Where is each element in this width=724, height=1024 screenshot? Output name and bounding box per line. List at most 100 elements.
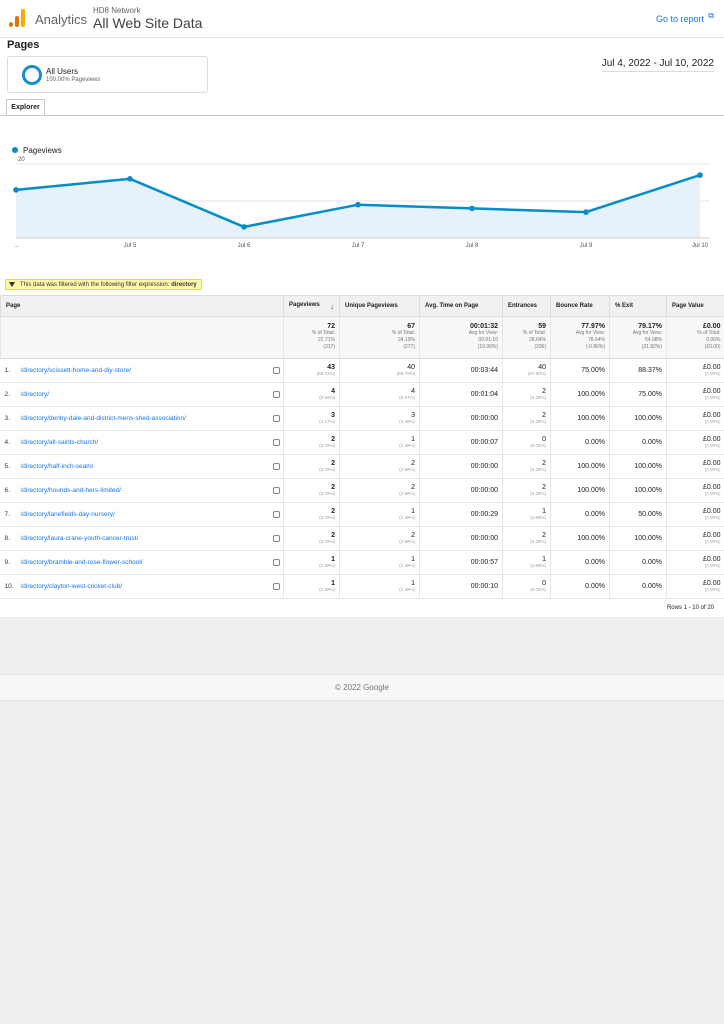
cell-value: £0.00: [702, 460, 721, 467]
open-page-icon[interactable]: [273, 559, 280, 566]
x-tick-label: Jul 8: [466, 243, 479, 249]
col-header-page[interactable]: Page: [0, 295, 284, 317]
cell-avg: 00:00:07: [419, 430, 503, 455]
cell-pv: 1 (1.39%): [283, 574, 340, 599]
open-page-icon[interactable]: [273, 439, 280, 446]
page-cell: 3. /directory/denby-dale-and-district-men…: [0, 406, 284, 431]
col-header-entrances[interactable]: Entrances: [502, 295, 551, 317]
col-header-pageviews[interactable]: Pageviews ↓: [283, 295, 340, 317]
row-index: 1.: [4, 367, 10, 374]
cell-exit: 0.00%: [609, 430, 667, 455]
cell-value: £0.00 (0.00%): [666, 574, 724, 599]
cell-value: 40: [407, 364, 415, 371]
col-header-page-value[interactable]: Page Value: [666, 295, 724, 317]
page-link[interactable]: /directory/denby-dale-and-district-mens-…: [20, 415, 186, 422]
cell-value: £0.00 (0.00%): [666, 430, 724, 455]
open-page-icon[interactable]: [273, 463, 280, 470]
cell-percent: (5.97%): [399, 395, 415, 400]
open-page-icon[interactable]: [273, 367, 280, 374]
open-page-icon[interactable]: [273, 487, 280, 494]
cell-value: 2: [542, 484, 546, 491]
page-link[interactable]: /directory/laura-crane-youth-cancer-trus…: [20, 535, 139, 542]
page-link[interactable]: /directory/lanefields-day-nursery/: [20, 511, 115, 518]
account-name[interactable]: HD8 Network: [93, 6, 141, 15]
col-header-bounce-rate[interactable]: Bounce Rate: [550, 295, 610, 317]
cell-upv: 2 (2.99%): [339, 454, 420, 479]
row-index: 7.: [4, 511, 10, 518]
x-tick-label: ...: [14, 243, 19, 249]
cell-value: 3: [411, 412, 415, 419]
date-range-selector[interactable]: Jul 4, 2022 - Jul 10, 2022: [601, 58, 714, 72]
totals-l1: Avg for View:: [468, 330, 498, 336]
row-index: 9.: [4, 559, 10, 566]
open-page-icon[interactable]: [273, 583, 280, 590]
segment-card[interactable]: All Users 100.00% Pageviews: [7, 56, 208, 93]
cell-value: 2: [411, 484, 415, 491]
col-header-exit[interactable]: % Exit: [609, 295, 667, 317]
col-header-pageviews-label: Pageviews: [289, 301, 320, 308]
cell-value: £0.00 (0.00%): [666, 358, 724, 383]
rows-info: Rows 1 - 10 of 20: [666, 605, 714, 611]
tab-explorer[interactable]: Explorer: [6, 99, 45, 116]
table-row: 9. /directory/bramble-and-rose-flower-sch…: [0, 550, 724, 575]
page-link[interactable]: /directory/clayton-west-cricket-club/: [20, 583, 123, 590]
cell-percent: (1.69%): [530, 563, 546, 568]
cell-percent: (0.00%): [530, 443, 546, 448]
cell-exit: 75.00%: [609, 382, 667, 407]
filter-text: This data was filtered with the followin…: [20, 282, 170, 288]
row-index: 8.: [4, 535, 10, 542]
cell-bounce: 0.00%: [550, 502, 610, 527]
cell-value: 00:00:00: [470, 415, 498, 422]
col-header-unique-pageviews[interactable]: Unique Pageviews: [339, 295, 420, 317]
page-link[interactable]: /directory/all-saints-church/: [20, 439, 99, 446]
cell-value: 2: [331, 460, 335, 467]
cell-value: £0.00: [702, 436, 721, 443]
open-page-icon[interactable]: [273, 535, 280, 542]
totals-main: 67: [407, 323, 415, 330]
cell-value: £0.00: [702, 556, 721, 563]
page-link[interactable]: /directory/bramble-and-rose-flower-schoo…: [20, 559, 143, 566]
totals-l3: (-0.86%): [585, 344, 605, 350]
page-link[interactable]: /directory/scissett-home-and-diy-store/: [20, 367, 132, 374]
cell-value: 88.37%: [638, 367, 662, 374]
row-index: 5.: [4, 463, 10, 470]
cell-value: £0.00 (0.00%): [666, 526, 724, 551]
cell-value: 100.00%: [577, 391, 605, 398]
cell-value: 2: [542, 388, 546, 395]
totals-cell: 00:01:32 Avg for View: 00:01:16 (19.99%): [419, 316, 503, 359]
page-cell: 7. /directory/lanefields-day-nursery/: [0, 502, 284, 527]
cell-value: 100.00%: [577, 535, 605, 542]
cell-value: 50.00%: [638, 511, 662, 518]
row-index: 10.: [4, 583, 14, 590]
page-title: Pages: [7, 39, 40, 51]
table-row: 4./directory/all-saints-church/2 (2.78%) 1…: [0, 430, 724, 455]
page-link[interactable]: /directory/: [20, 391, 50, 398]
cell-exit: 100.00%: [609, 454, 667, 479]
cell-ent: 2 (3.39%): [502, 406, 551, 431]
totals-l1: Avg for View:: [575, 330, 605, 336]
cell-percent: (2.78%): [319, 491, 335, 496]
property-name[interactable]: All Web Site Data: [93, 15, 203, 31]
cell-value: 2: [331, 508, 335, 515]
cell-value: 1: [411, 580, 415, 587]
cell-bounce: 75.00%: [550, 358, 610, 383]
open-page-icon[interactable]: [273, 391, 280, 398]
open-page-icon[interactable]: [273, 415, 280, 422]
totals-cell: 59% of Total: 28.64% (206): [502, 316, 551, 359]
page-link[interactable]: /directory/hounds-and-hers-limited/: [20, 487, 121, 494]
page-link[interactable]: /directory/half-inch-seam/: [20, 463, 94, 470]
cell-value: 75.00%: [638, 391, 662, 398]
cell-exit: 88.37%: [609, 358, 667, 383]
cell-exit: 0.00%: [609, 550, 667, 575]
col-header-avg-time[interactable]: Avg. Time on Page: [419, 295, 503, 317]
open-page-icon[interactable]: [273, 511, 280, 518]
cell-bounce: 100.00%: [550, 382, 610, 407]
go-to-report-link[interactable]: Go to report ⧉: [656, 11, 714, 24]
cell-value: 00:00:57: [470, 559, 498, 566]
cell-exit: 100.00%: [609, 478, 667, 503]
analytics-logo-icon[interactable]: [9, 9, 25, 27]
totals-l1: % of Total:: [697, 330, 721, 336]
cell-percent: (2.99%): [399, 467, 415, 472]
page-cell: 8. /directory/laura-crane-youth-cancer-tr…: [0, 526, 284, 551]
